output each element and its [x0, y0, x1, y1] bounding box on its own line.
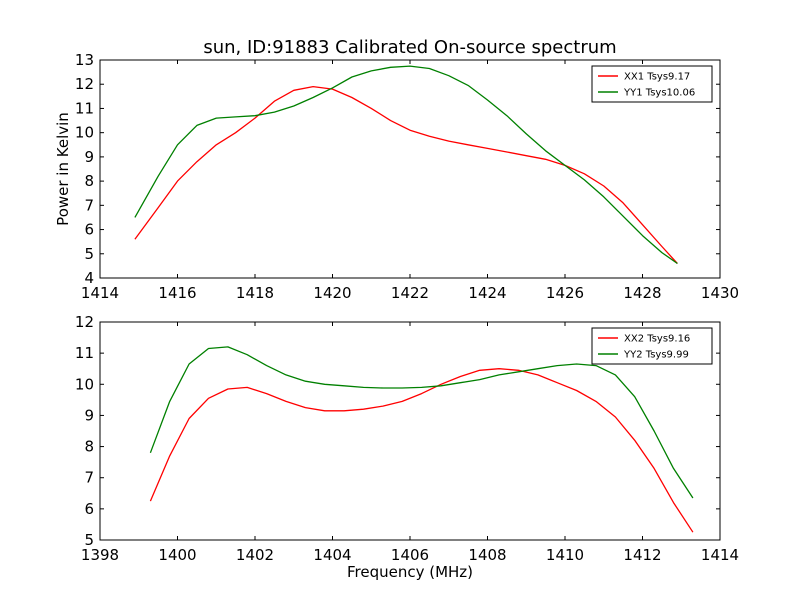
- y-tick-label: 12: [75, 313, 94, 331]
- y-tick-label: 6: [84, 221, 94, 239]
- legend-label: XX1 Tsys9.17: [624, 72, 690, 83]
- chart-title: sun, ID:91883 Calibrated On-source spect…: [203, 37, 616, 58]
- legend-box: [591, 327, 713, 365]
- x-tick-label: 1418: [236, 284, 274, 302]
- y-axis-label: Power in Kelvin: [54, 112, 72, 226]
- x-tick-label: 1408: [468, 546, 506, 564]
- x-tick-label: 1420: [313, 284, 351, 302]
- x-axis-label: Frequency (MHz): [347, 563, 473, 581]
- x-tick-label: 1410: [546, 546, 584, 564]
- y-tick-label: 9: [84, 406, 94, 424]
- y-tick-label: 10: [75, 124, 94, 142]
- y-tick-label: 12: [75, 75, 94, 93]
- x-tick-label: 1402: [236, 546, 274, 564]
- x-tick-label: 1406: [391, 546, 429, 564]
- y-tick-label: 9: [84, 148, 94, 166]
- x-tick-label: 1424: [468, 284, 506, 302]
- series-line-2: [149, 346, 694, 499]
- x-tick-label: 1430: [701, 284, 739, 302]
- x-tick-label: 1400: [158, 546, 196, 564]
- legend-label: YY2 Tsys9.99: [623, 350, 689, 361]
- y-tick-label: 5: [84, 245, 94, 263]
- series-line-2: [134, 65, 678, 265]
- bottom-plot: 1398 1400 1402 1404 1406 1408 1410 1412 1414 5 6 7 8…: [75, 313, 739, 581]
- y-tick-label: 6: [84, 500, 94, 518]
- x-tick-label: 1426: [546, 284, 584, 302]
- x-tick-label: 1398: [81, 546, 119, 564]
- y-tick-label: 11: [75, 344, 94, 362]
- y-tick-label: 10: [75, 375, 94, 393]
- y-tick-label: 13: [75, 51, 94, 69]
- legend-label: XX2 Tsys9.16: [624, 334, 690, 345]
- top-plot: 1414 1416 1418 1420 1422 1424 1426 1428 1430 4 5 6 7…: [54, 51, 739, 302]
- y-tick-label: 7: [84, 469, 94, 487]
- x-tick-label: 1414: [81, 284, 119, 302]
- legend-label: YY1 Tsys10.06: [623, 88, 695, 99]
- x-tick-label: 1422: [391, 284, 429, 302]
- x-tick-label: 1416: [158, 284, 196, 302]
- y-tick-label: 8: [84, 438, 94, 456]
- legend-box: [591, 65, 713, 103]
- y-tick-label: 8: [84, 172, 94, 190]
- x-tick-label: 1428: [623, 284, 661, 302]
- series-line-1: [149, 368, 694, 533]
- y-tick-label: 5: [84, 531, 94, 549]
- x-tick-label: 1414: [701, 546, 739, 564]
- x-tick-label: 1404: [313, 546, 351, 564]
- y-tick-label: 7: [84, 196, 94, 214]
- y-tick-label: 4: [84, 269, 94, 287]
- series-line-1: [134, 85, 678, 264]
- y-tick-label: 11: [75, 99, 94, 117]
- x-tick-label: 1412: [623, 546, 661, 564]
